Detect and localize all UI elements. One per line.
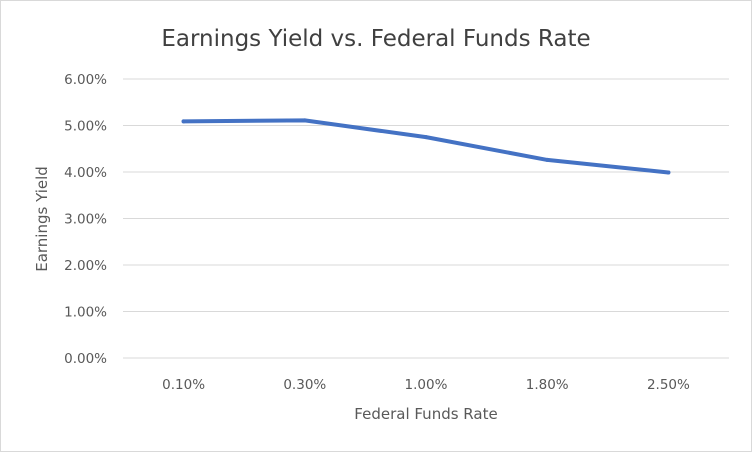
y-tick-label: 4.00% — [64, 165, 107, 181]
chart-title: Earnings Yield vs. Federal Funds Rate — [161, 26, 590, 52]
data-point — [181, 119, 186, 124]
x-tick-label: 1.00% — [405, 377, 448, 393]
data-point — [545, 157, 550, 162]
x-axis-title: Federal Funds Rate — [354, 405, 497, 423]
x-tick-label: 1.80% — [526, 377, 569, 393]
data-point — [666, 170, 671, 175]
y-axis-title: Earnings Yield — [33, 166, 51, 272]
y-tick-label: 6.00% — [64, 72, 107, 88]
x-tick-label: 0.10% — [162, 377, 205, 393]
y-tick-label: 0.00% — [64, 351, 107, 367]
x-tick-label: 0.30% — [283, 377, 326, 393]
y-axis-ticks: 0.00% 1.00% 2.00% 3.00% 4.00% 5.00% 6.00% — [64, 72, 107, 367]
x-axis-ticks: 0.10% 0.30% 1.00% 1.80% 2.50% — [162, 377, 690, 393]
x-tick-label: 2.50% — [647, 377, 690, 393]
series-line — [181, 118, 671, 175]
y-tick-label: 5.00% — [64, 119, 107, 135]
data-point — [302, 118, 307, 123]
gridlines — [123, 78, 729, 359]
y-tick-label: 1.00% — [64, 305, 107, 321]
series-layer — [181, 118, 671, 175]
y-tick-label: 2.00% — [64, 258, 107, 274]
y-tick-label: 3.00% — [64, 212, 107, 228]
data-point — [424, 135, 428, 140]
